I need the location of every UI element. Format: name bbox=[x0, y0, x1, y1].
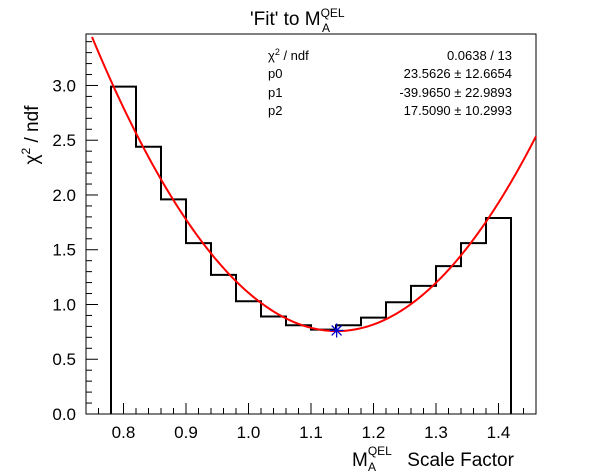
x-axis-label-sub: A bbox=[368, 460, 376, 472]
x-tick-label: 0.9 bbox=[174, 423, 198, 442]
fit-curve bbox=[91, 36, 537, 333]
y-tick-label: 1.0 bbox=[52, 295, 76, 314]
stats-value-p1: -39.9650 ± 22.9893 bbox=[399, 85, 512, 100]
x-tick-label: 1.4 bbox=[487, 423, 511, 442]
x-axis-label-sup: QEL bbox=[368, 444, 392, 458]
stats-label-p2: p2 bbox=[268, 103, 282, 118]
stats-value-p2: 17.5090 ± 10.2993 bbox=[404, 103, 512, 118]
chart-title: 'Fit' to MQEL A bbox=[250, 6, 345, 35]
y-tick-label: 3.0 bbox=[52, 76, 76, 95]
stats-value-chi2: 0.0638 / 13 bbox=[447, 48, 512, 63]
x-axis-label-tail: Scale Factor bbox=[402, 450, 515, 471]
y-tick-label: 1.5 bbox=[52, 241, 76, 260]
axis-ticks bbox=[85, 41, 537, 415]
stats-label-p1: p1 bbox=[268, 85, 282, 100]
y-tick-label: 0.0 bbox=[52, 405, 76, 424]
x-tick-label: 1.1 bbox=[299, 423, 323, 442]
histogram-steps bbox=[110, 85, 512, 414]
x-tick-label: 1.2 bbox=[362, 423, 386, 442]
y-tick-label: 0.5 bbox=[52, 350, 76, 369]
x-tick-label: 1.3 bbox=[424, 423, 448, 442]
y-tick-label: 2.0 bbox=[52, 186, 76, 205]
x-tick-label: 1.0 bbox=[237, 423, 261, 442]
minimum-marker bbox=[329, 323, 344, 338]
stats-label-chi2: χ2 / ndf bbox=[268, 47, 309, 63]
x-tick-label: 0.8 bbox=[112, 423, 136, 442]
x-tick-labels: 0.8 0.9 1.0 1.1 1.2 1.3 1.4 bbox=[112, 423, 511, 442]
stats-label-p0: p0 bbox=[268, 66, 282, 81]
y-axis-label: χ2 / ndf bbox=[19, 105, 43, 165]
y-axis-label-sup: 2 bbox=[19, 147, 33, 154]
chart-title-sub: A bbox=[322, 21, 330, 35]
y-tick-label: 2.5 bbox=[52, 131, 76, 150]
y-tick-labels: 0.0 0.5 1.0 1.5 2.0 2.5 3.0 bbox=[52, 76, 76, 424]
stats-box: χ2 / ndf p0 p1 p2 0.0638 / 13 23.5626 ± … bbox=[268, 47, 512, 118]
stats-value-p0: 23.5626 ± 12.6654 bbox=[404, 66, 512, 81]
chart-title-sup: QEL bbox=[321, 6, 345, 20]
y-axis-label-suffix: / ndf bbox=[22, 105, 43, 148]
x-axis-label: MQEL A Scale Factor bbox=[352, 444, 515, 472]
marker-stroke bbox=[331, 325, 343, 336]
